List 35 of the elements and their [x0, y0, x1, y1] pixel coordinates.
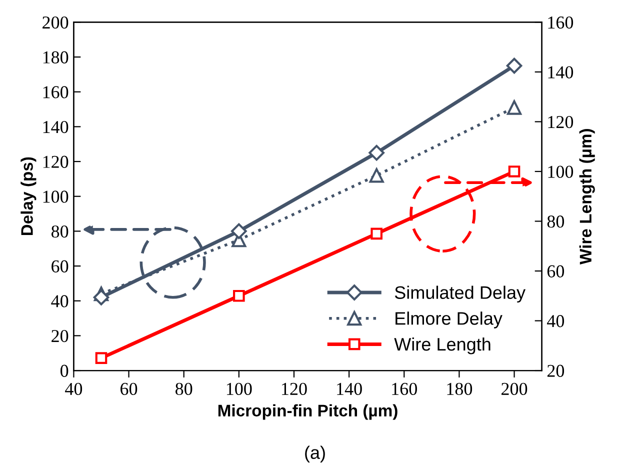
y-tick-label: 100 — [43, 190, 68, 203]
y2-tick-label: 140 — [548, 66, 574, 78]
legend-label: Elmore Delay — [396, 312, 502, 328]
y-tick-label: 0 — [60, 364, 68, 377]
legend-label: Simulated Delay — [394, 286, 526, 303]
y-tick-label: 40 — [51, 295, 68, 308]
y2-tick-label: 60 — [547, 265, 564, 278]
x-tick-label: 40 — [65, 382, 82, 396]
x-tick-label: 80 — [176, 382, 192, 396]
x-tick-label: 140 — [337, 382, 362, 396]
x-tick-label: 100 — [226, 382, 252, 396]
x-tick-label: 200 — [502, 382, 528, 396]
y-tick-label: 200 — [42, 16, 68, 29]
y2-tick-label: 100 — [548, 166, 574, 178]
y2-tick-label: 20 — [547, 364, 564, 377]
x-tick-label: 60 — [120, 382, 138, 396]
y-axis-title: Delay (ps) — [20, 157, 36, 236]
y2-tick-label: 80 — [547, 215, 564, 228]
text: (a) — [305, 446, 325, 463]
x-tick-label: 120 — [282, 382, 307, 396]
y-tick-label: 140 — [43, 120, 68, 134]
legend-label: Wire Length — [394, 337, 490, 354]
y-tick-label: 180 — [43, 51, 68, 64]
x-axis-title: Micropin-fin Pitch (µm) — [218, 404, 398, 420]
y-tick-label: 60 — [52, 260, 68, 272]
y2-tick-label: 40 — [547, 315, 564, 328]
y-tick-label: 80 — [51, 225, 68, 238]
y2-tick-label: 120 — [548, 116, 574, 128]
y-tick-label: 160 — [43, 86, 68, 98]
y-tick-label: 20 — [52, 330, 68, 342]
x-tick-label: 180 — [447, 382, 472, 396]
y2-tick-label: 160 — [548, 16, 574, 29]
y-tick-label: 120 — [43, 156, 68, 168]
x-tick-label: 160 — [392, 382, 417, 396]
y2-axis-title: Wire Length (µm) — [579, 129, 595, 264]
